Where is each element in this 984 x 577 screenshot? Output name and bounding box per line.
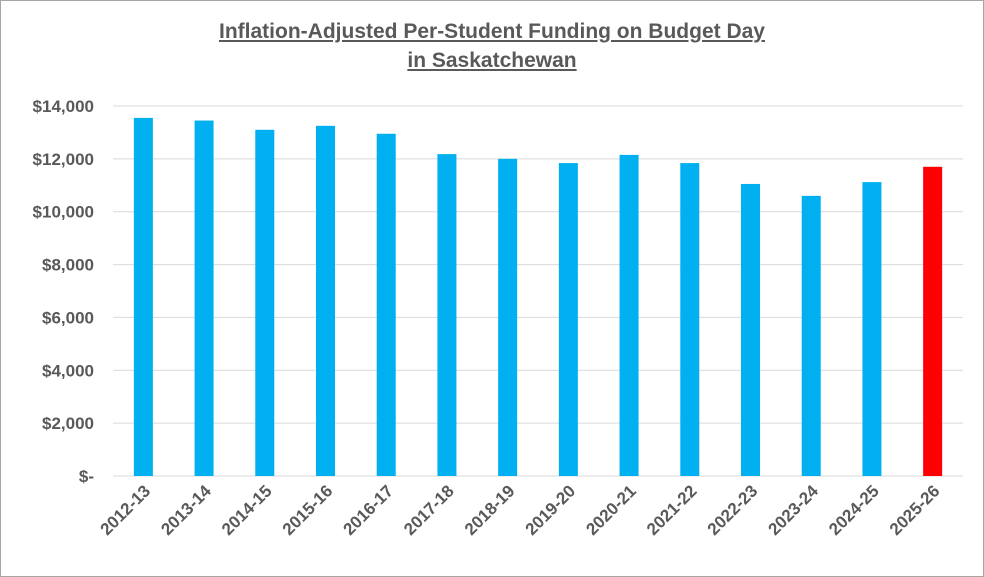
x-tick-label: 2022-23 (704, 481, 762, 539)
bar-2021-22 (680, 163, 700, 477)
bar-2017-18 (437, 154, 457, 476)
bar-2018-19 (498, 158, 518, 476)
y-axis-ticks: $- $2,000 $4,000 $6,000 $8,000 $10,000 $12,000… (33, 97, 94, 486)
x-tick-label: 2021-22 (643, 481, 701, 539)
x-tick-label: 2014-15 (218, 481, 276, 539)
bar-2020-21 (619, 154, 639, 476)
gridlines (113, 105, 963, 477)
x-tick-label: 2024-25 (825, 481, 883, 539)
y-tick-label: $2,000 (42, 414, 94, 433)
x-tick-label: 2016-17 (339, 481, 397, 539)
bar-2012-13 (133, 117, 153, 477)
x-tick-label: 2017-18 (400, 481, 458, 539)
x-tick-label: 2015-16 (279, 481, 337, 539)
x-tick-label: 2013-14 (157, 481, 215, 539)
x-tick-label: 2018-19 (461, 481, 519, 539)
bar-2019-20 (558, 163, 578, 477)
bar-2024-25 (862, 182, 882, 476)
chart-title-line1: Inflation-Adjusted Per-Student Funding o… (219, 20, 765, 43)
x-axis-ticks: 2012-13 2013-14 2014-15 2015-16 2016-17 2017-… (97, 481, 944, 539)
x-tick-label: 2012-13 (97, 481, 155, 539)
bar-2013-14 (194, 120, 214, 477)
bar-2023-24 (801, 195, 821, 476)
x-tick-label: 2020-21 (582, 481, 640, 539)
y-tick-label: $8,000 (42, 256, 94, 275)
bar-2016-17 (376, 133, 396, 476)
y-tick-label: $- (79, 467, 94, 486)
bar-2015-16 (316, 125, 335, 477)
y-tick-label: $4,000 (42, 361, 94, 380)
bar-2022-23 (741, 183, 760, 476)
x-tick-label: 2025-26 (886, 481, 944, 539)
y-tick-label: $12,000 (33, 150, 94, 169)
y-tick-label: $6,000 (42, 308, 94, 327)
y-tick-label: $10,000 (33, 203, 94, 222)
x-tick-label: 2019-20 (522, 481, 580, 539)
chart-title-line2: in Saskatchewan (407, 49, 577, 72)
bars (133, 117, 943, 477)
bar-2014-15 (255, 129, 275, 477)
y-tick-label: $14,000 (33, 97, 94, 116)
bar-2025-26 (923, 166, 943, 477)
x-tick-label: 2023-24 (764, 481, 822, 539)
